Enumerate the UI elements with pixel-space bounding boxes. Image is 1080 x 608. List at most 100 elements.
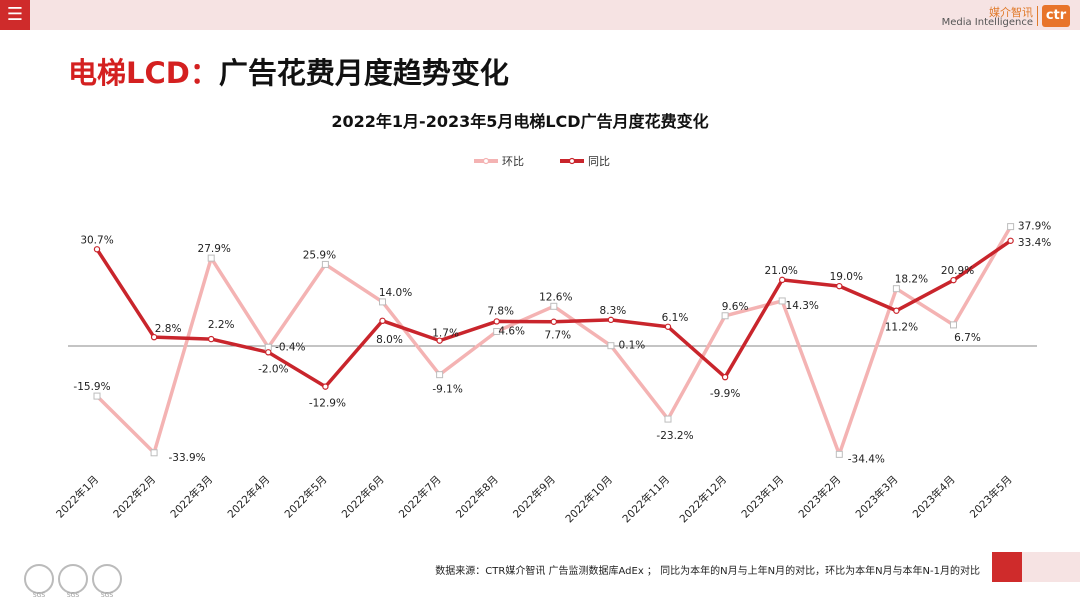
legend-swatch-marker xyxy=(568,157,576,165)
data-label-yoy: 30.7% xyxy=(80,234,113,246)
data-point-yoy xyxy=(607,316,615,324)
data-point-yoy xyxy=(322,383,329,390)
data-label-mom: 25.9% xyxy=(303,249,336,261)
x-tick-label: 2022年9月 xyxy=(510,473,558,521)
data-point-mom xyxy=(892,285,900,293)
data-point-yoy xyxy=(836,282,843,290)
data-label-yoy: 19.0% xyxy=(830,271,863,283)
x-tick-label: 2023年1月 xyxy=(739,473,787,521)
data-point-mom xyxy=(664,415,672,423)
data-point-mom xyxy=(1007,223,1015,231)
data-label-yoy: -2.0% xyxy=(258,363,288,375)
data-label-yoy: 8.3% xyxy=(600,305,627,317)
sgs-badge-label: SGS xyxy=(32,592,46,599)
data-point-mom xyxy=(835,450,843,458)
data-label-yoy: 2.8% xyxy=(155,323,182,335)
data-point-yoy xyxy=(664,323,672,330)
data-point-yoy xyxy=(93,246,101,253)
series-line-yoy xyxy=(95,239,1012,389)
data-label-yoy: 7.7% xyxy=(544,330,571,342)
data-label-mom: 0.1% xyxy=(619,340,646,352)
x-tick-label: 2022年11月 xyxy=(620,473,672,525)
data-point-yoy xyxy=(379,317,386,324)
data-point-mom xyxy=(550,302,558,310)
data-point-mom xyxy=(950,321,957,329)
ctr-logo: ctr xyxy=(1042,5,1070,27)
data-point-yoy xyxy=(493,318,500,325)
x-tick-label: 2022年12月 xyxy=(677,473,729,525)
x-tick-label: 2022年1月 xyxy=(53,473,101,521)
x-tick-label: 2022年2月 xyxy=(111,473,159,521)
data-label-mom: 12.6% xyxy=(539,291,572,303)
x-tick-label: 2022年10月 xyxy=(563,473,615,525)
data-label-yoy: 33.4% xyxy=(1018,237,1051,249)
top-bar: ☰ 媒介智讯 Media Intelligence ctr xyxy=(0,0,1080,30)
data-point-mom xyxy=(150,449,158,457)
data-point-yoy xyxy=(1007,237,1014,244)
data-label-mom: 6.7% xyxy=(954,332,981,344)
logo-en-text: Media Intelligence xyxy=(941,17,1033,28)
data-label-mom: 4.6% xyxy=(498,326,525,338)
x-tick-label: 2022年7月 xyxy=(396,473,444,521)
data-label-yoy: 6.1% xyxy=(662,312,689,324)
data-point-yoy xyxy=(265,349,272,356)
chart-title: 2022年1月-2023年5月电梯LCD广告月度花费变化 xyxy=(331,112,709,131)
data-point-yoy xyxy=(893,307,900,314)
data-point-yoy xyxy=(150,333,158,341)
data-point-mom xyxy=(607,342,615,350)
data-label-yoy: 20.9% xyxy=(941,265,974,277)
data-point-mom xyxy=(93,392,101,400)
data-label-yoy: -9.9% xyxy=(710,388,740,400)
data-label-yoy: 8.0% xyxy=(376,334,403,346)
data-source-note: 数据来源：CTR媒介智讯 广告监测数据库AdEx ； 同比为本年的N月与上年N月… xyxy=(435,566,980,577)
sgs-badge-icon xyxy=(92,564,122,594)
x-tick-label: 2023年3月 xyxy=(853,473,901,521)
data-point-yoy xyxy=(550,318,558,325)
data-label-mom: -9.1% xyxy=(432,384,462,396)
data-label-mom: -33.9% xyxy=(169,452,206,464)
hamburger-menu-icon[interactable]: ☰ xyxy=(0,0,30,30)
legend-swatch-marker xyxy=(482,157,490,165)
x-tick-label: 2022年8月 xyxy=(453,473,501,521)
x-tick-label: 2022年4月 xyxy=(225,473,273,521)
data-point-mom xyxy=(321,260,329,268)
legend-label: 同比 xyxy=(588,155,610,168)
data-point-mom xyxy=(436,371,444,379)
sgs-badge-label: SGS xyxy=(100,592,114,599)
data-label-mom: 14.0% xyxy=(379,287,412,299)
data-label-mom: 9.6% xyxy=(722,301,749,313)
data-label-mom: 18.2% xyxy=(895,274,928,286)
sgs-badge-icon xyxy=(24,564,54,594)
x-tick-label: 2022年5月 xyxy=(282,473,330,521)
data-label-mom: 14.3% xyxy=(786,300,819,312)
page-title-highlight: 电梯LCD： xyxy=(68,56,219,90)
page-title-rest: 广告花费月度趋势变化 xyxy=(218,56,509,90)
data-label-yoy: 11.2% xyxy=(885,322,918,334)
logo-divider xyxy=(1037,6,1038,26)
data-point-mom xyxy=(379,298,386,306)
line-chart: 环比 同比 -15.9% -33.9% 27.9% -0.4% 25.9% 14.0% -9.1… xyxy=(53,155,1051,525)
data-label-yoy: 2.2% xyxy=(208,319,235,331)
data-label-yoy: 1.7% xyxy=(432,328,459,340)
data-label-yoy: 21.0% xyxy=(765,265,798,277)
data-label-mom: -15.9% xyxy=(73,381,110,393)
data-label-mom: -0.4% xyxy=(275,341,305,353)
data-label-yoy: -12.9% xyxy=(309,398,346,410)
data-point-mom xyxy=(721,312,729,320)
logo-cn-text: 媒介智讯 xyxy=(989,6,1033,19)
sgs-badge-icon xyxy=(58,564,88,594)
data-point-yoy xyxy=(721,373,729,381)
data-point-yoy xyxy=(436,337,443,344)
data-label-mom: 37.9% xyxy=(1018,221,1051,233)
page-title: 电梯LCD：广告花费月度趋势变化 xyxy=(68,50,509,92)
footer-pink-block xyxy=(1022,552,1080,582)
x-tick-label: 2023年4月 xyxy=(910,473,958,521)
x-tick-label: 2022年3月 xyxy=(168,473,216,521)
x-tick-label: 2023年5月 xyxy=(967,473,1015,521)
data-label-yoy: 7.8% xyxy=(487,305,514,317)
legend-label: 环比 xyxy=(502,155,524,168)
data-label-mom: 27.9% xyxy=(198,243,231,255)
x-tick-label: 2022年6月 xyxy=(339,473,387,521)
data-point-yoy xyxy=(207,335,215,343)
data-label-mom: -23.2% xyxy=(656,430,693,442)
